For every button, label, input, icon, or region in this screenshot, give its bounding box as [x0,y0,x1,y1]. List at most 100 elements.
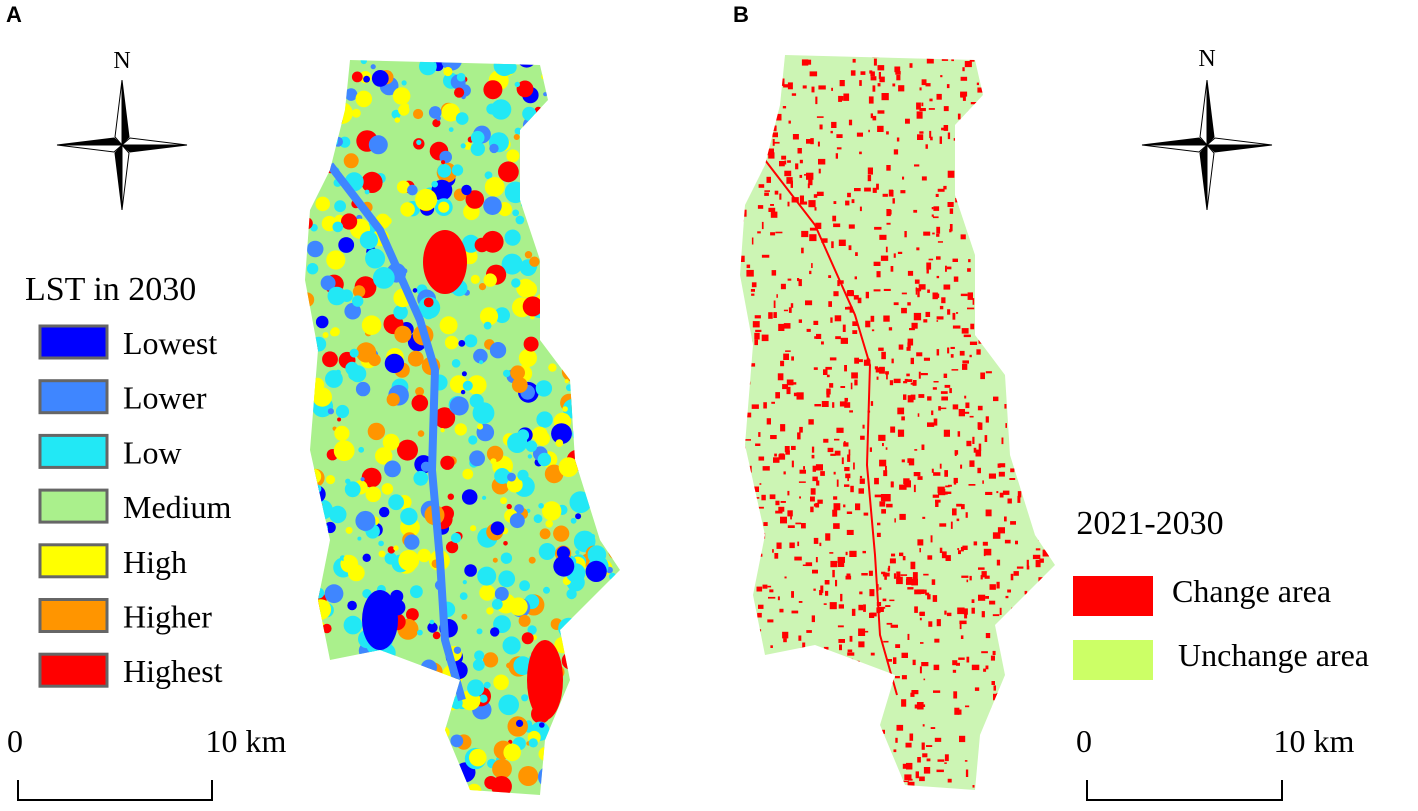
map-patch [981,571,987,578]
map-patch [944,610,947,615]
map-patch [320,275,336,291]
map-patch [856,132,863,137]
map-patch [928,621,933,627]
map-patch [906,347,911,351]
map-patch [581,764,596,778]
map-patch [1033,414,1042,420]
map-patch [861,573,868,576]
map-patch [448,127,454,132]
map-patch [386,703,395,712]
legend-label: Highest [123,653,223,689]
map-patch [833,291,839,297]
map-patch [947,202,954,207]
map-patch [769,742,775,748]
map-patch [583,153,597,167]
map-patch [622,651,628,657]
map-patch [815,464,823,471]
map-patch [907,270,914,276]
map-patch [740,255,745,262]
map-patch [927,289,930,293]
map-patch [384,353,405,374]
map-patch [609,643,620,660]
legend-label: Medium [123,489,232,525]
map-patch [386,764,391,769]
map-patch [936,233,940,237]
map-patch [404,534,420,550]
map-patch [954,452,957,456]
map-patch [959,350,965,356]
map-patch [933,206,940,211]
map-patch [548,363,557,372]
legend-label: High [123,544,187,580]
map-patch [736,585,738,591]
map-patch [952,508,957,516]
map-patch [868,96,874,104]
map-patch [326,72,346,92]
map-patch [1032,554,1041,560]
map-patch [753,633,758,636]
map-patch [798,601,803,603]
map-patch [1054,60,1055,64]
map-patch [479,360,484,365]
map-patch [982,541,988,546]
map-patch [913,312,922,321]
map-patch [821,341,824,345]
map-patch [901,416,905,421]
map-patch [863,512,869,516]
map-patch [441,60,463,71]
map-patch [498,161,519,183]
map-patch [528,556,536,564]
map-patch [863,604,866,612]
map-patch [993,685,996,691]
map-patch [1024,256,1029,259]
map-patch [1012,157,1015,163]
map-patch [361,467,382,488]
map-patch [859,475,863,479]
map-patch [768,152,775,159]
map-patch [939,305,944,310]
map-patch [740,551,741,559]
map-patch [784,576,787,579]
map-patch [445,785,464,795]
map-patch [481,573,489,580]
map-patch [619,680,620,688]
map-patch [333,440,355,462]
map-patch [305,730,307,740]
map-patch [876,607,884,612]
map-patch [837,560,845,567]
map-patch [970,323,975,330]
map-patch [964,613,968,619]
map-patch [345,526,353,534]
map-patch [388,494,404,511]
scale-start: 0 [7,723,23,759]
map-patch [925,592,930,596]
map-patch [925,787,931,790]
map-patch [516,80,534,98]
map-patch [787,510,793,517]
map-patch [937,486,945,494]
map-patch [531,170,554,193]
map-patch [613,78,620,88]
map-patch [836,741,842,750]
map-patch [958,657,965,660]
legend-swatch [38,598,109,633]
map-patch [839,401,847,407]
map-patch [760,123,766,129]
map-patch [836,718,844,726]
map-patch [980,751,987,758]
map-patch [1004,516,1007,522]
map-patch [1063,231,1069,236]
map-patch [450,532,462,544]
map-patch [845,551,848,556]
map-patch [1038,577,1044,583]
map-patch [922,704,926,707]
map-patch [777,596,780,601]
map-patch [914,449,918,451]
map-patch [1050,333,1052,336]
map-patch [344,770,351,777]
map-patch [834,450,841,456]
map-patch [954,707,960,715]
map-patch [514,81,520,88]
map-patch [327,286,347,306]
map-patch [963,334,971,338]
